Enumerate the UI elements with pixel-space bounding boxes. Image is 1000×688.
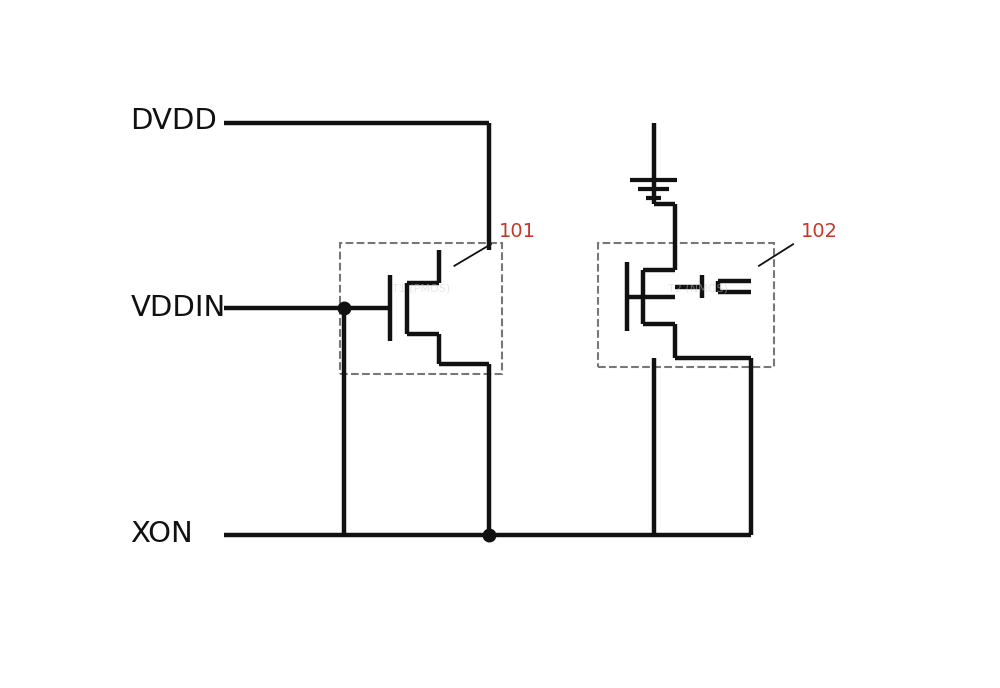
Text: 102: 102	[801, 222, 838, 241]
Text: VDDIN: VDDIN	[130, 294, 226, 322]
Text: XON: XON	[130, 519, 193, 548]
Text: T2 (NMOS): T2 (NMOS)	[668, 284, 728, 294]
Text: DVDD: DVDD	[130, 107, 217, 135]
Bar	[598, 243, 774, 367]
Text: 101: 101	[499, 222, 536, 241]
Bar	[340, 243, 502, 374]
Text: T1 (PMOS): T1 (PMOS)	[392, 284, 450, 294]
